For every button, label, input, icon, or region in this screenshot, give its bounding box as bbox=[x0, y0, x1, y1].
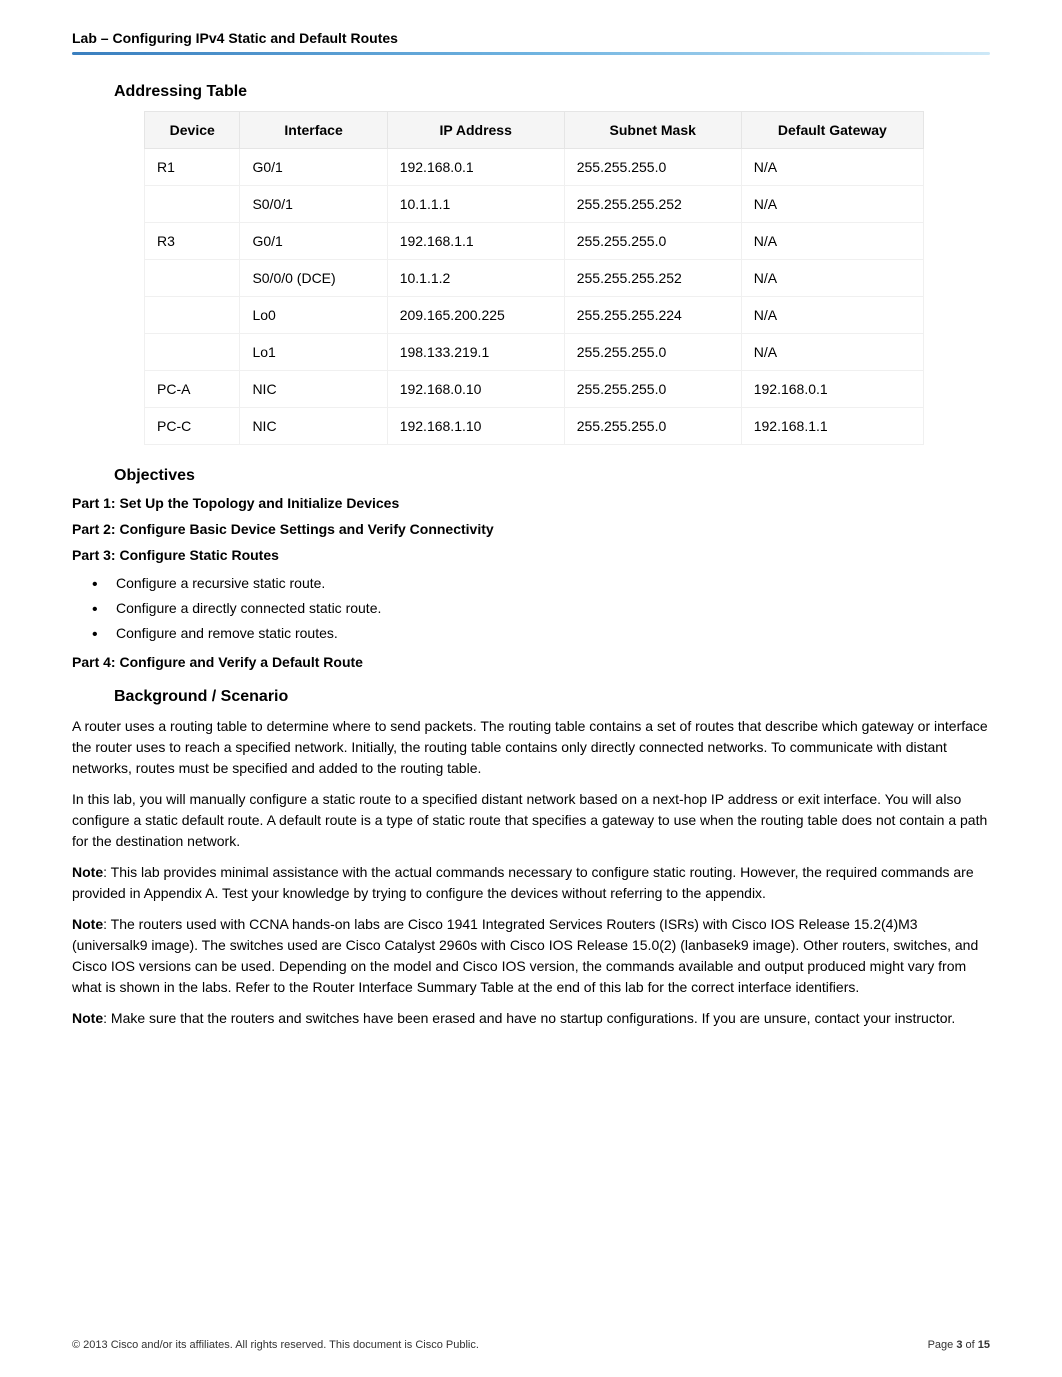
col-mask: Subnet Mask bbox=[564, 112, 741, 149]
addressing-table-heading: Addressing Table bbox=[114, 83, 990, 101]
cell-gateway: N/A bbox=[741, 297, 923, 334]
list-item: Configure a recursive static route. bbox=[92, 573, 990, 594]
cell-mask: 255.255.255.0 bbox=[564, 334, 741, 371]
col-ip: IP Address bbox=[387, 112, 564, 149]
note2-label: Note bbox=[72, 916, 103, 932]
table-header-row: Device Interface IP Address Subnet Mask … bbox=[145, 112, 924, 149]
cell-mask: 255.255.255.224 bbox=[564, 297, 741, 334]
note1-label: Note bbox=[72, 864, 103, 880]
table-row: PC-C NIC 192.168.1.10 255.255.255.0 192.… bbox=[145, 408, 924, 445]
cell-ip: 10.1.1.2 bbox=[387, 260, 564, 297]
cell-ip: 209.165.200.225 bbox=[387, 297, 564, 334]
cell-mask: 255.255.255.0 bbox=[564, 408, 741, 445]
background-heading: Background / Scenario bbox=[114, 688, 990, 706]
table-row: S0/0/1 10.1.1.1 255.255.255.252 N/A bbox=[145, 186, 924, 223]
cell-interface: S0/0/0 (DCE) bbox=[240, 260, 387, 297]
cell-ip: 10.1.1.1 bbox=[387, 186, 564, 223]
objectives-heading: Objectives bbox=[114, 467, 990, 485]
cell-gateway: N/A bbox=[741, 186, 923, 223]
cell-device: PC-C bbox=[145, 408, 240, 445]
table-row: Lo0 209.165.200.225 255.255.255.224 N/A bbox=[145, 297, 924, 334]
list-item: Configure and remove static routes. bbox=[92, 623, 990, 644]
cell-ip: 192.168.0.10 bbox=[387, 371, 564, 408]
cell-interface: Lo0 bbox=[240, 297, 387, 334]
cell-gateway: 192.168.0.1 bbox=[741, 371, 923, 408]
background-note1: Note: This lab provides minimal assistan… bbox=[72, 862, 990, 904]
footer-page-of: of bbox=[962, 1339, 977, 1351]
cell-device: R3 bbox=[145, 223, 240, 260]
part1-heading: Part 1: Set Up the Topology and Initiali… bbox=[72, 495, 990, 511]
page-footer: © 2013 Cisco and/or its affiliates. All … bbox=[72, 1339, 990, 1351]
cell-device bbox=[145, 186, 240, 223]
background-note3: Note: Make sure that the routers and swi… bbox=[72, 1008, 990, 1029]
list-item: Configure a directly connected static ro… bbox=[92, 598, 990, 619]
table-row: Lo1 198.133.219.1 255.255.255.0 N/A bbox=[145, 334, 924, 371]
table-row: R1 G0/1 192.168.0.1 255.255.255.0 N/A bbox=[145, 149, 924, 186]
cell-mask: 255.255.255.0 bbox=[564, 149, 741, 186]
table-row: S0/0/0 (DCE) 10.1.1.2 255.255.255.252 N/… bbox=[145, 260, 924, 297]
background-p2: In this lab, you will manually configure… bbox=[72, 789, 990, 852]
cell-mask: 255.255.255.252 bbox=[564, 260, 741, 297]
cell-interface: NIC bbox=[240, 371, 387, 408]
col-interface: Interface bbox=[240, 112, 387, 149]
background-p1: A router uses a routing table to determi… bbox=[72, 716, 990, 779]
col-device: Device bbox=[145, 112, 240, 149]
part3-bullets: Configure a recursive static route. Conf… bbox=[72, 573, 990, 644]
footer-copyright: © 2013 Cisco and/or its affiliates. All … bbox=[72, 1339, 479, 1351]
header-rule bbox=[72, 52, 990, 55]
cell-gateway: 192.168.1.1 bbox=[741, 408, 923, 445]
cell-interface: S0/0/1 bbox=[240, 186, 387, 223]
cell-interface: NIC bbox=[240, 408, 387, 445]
cell-gateway: N/A bbox=[741, 223, 923, 260]
cell-gateway: N/A bbox=[741, 149, 923, 186]
cell-device bbox=[145, 334, 240, 371]
cell-gateway: N/A bbox=[741, 260, 923, 297]
note3-text: : Make sure that the routers and switche… bbox=[103, 1010, 955, 1026]
footer-page-label: Page bbox=[928, 1339, 957, 1351]
part3-heading: Part 3: Configure Static Routes bbox=[72, 547, 990, 563]
cell-ip: 192.168.1.10 bbox=[387, 408, 564, 445]
part4-heading: Part 4: Configure and Verify a Default R… bbox=[72, 654, 990, 670]
footer-page: Page 3 of 15 bbox=[928, 1339, 990, 1351]
cell-device bbox=[145, 297, 240, 334]
addressing-table: Device Interface IP Address Subnet Mask … bbox=[144, 111, 924, 445]
cell-mask: 255.255.255.0 bbox=[564, 371, 741, 408]
part2-heading: Part 2: Configure Basic Device Settings … bbox=[72, 521, 990, 537]
background-note2: Note: The routers used with CCNA hands-o… bbox=[72, 914, 990, 998]
cell-mask: 255.255.255.0 bbox=[564, 223, 741, 260]
note2-text: : The routers used with CCNA hands-on la… bbox=[72, 916, 978, 995]
cell-device bbox=[145, 260, 240, 297]
cell-interface: G0/1 bbox=[240, 149, 387, 186]
cell-gateway: N/A bbox=[741, 334, 923, 371]
col-gateway: Default Gateway bbox=[741, 112, 923, 149]
cell-interface: G0/1 bbox=[240, 223, 387, 260]
page-header-title: Lab – Configuring IPv4 Static and Defaul… bbox=[72, 30, 990, 46]
note3-label: Note bbox=[72, 1010, 103, 1026]
table-row: R3 G0/1 192.168.1.1 255.255.255.0 N/A bbox=[145, 223, 924, 260]
note1-text: : This lab provides minimal assistance w… bbox=[72, 864, 974, 901]
cell-ip: 192.168.0.1 bbox=[387, 149, 564, 186]
cell-ip: 192.168.1.1 bbox=[387, 223, 564, 260]
cell-ip: 198.133.219.1 bbox=[387, 334, 564, 371]
cell-device: R1 bbox=[145, 149, 240, 186]
cell-interface: Lo1 bbox=[240, 334, 387, 371]
footer-page-total: 15 bbox=[978, 1339, 990, 1351]
cell-mask: 255.255.255.252 bbox=[564, 186, 741, 223]
table-row: PC-A NIC 192.168.0.10 255.255.255.0 192.… bbox=[145, 371, 924, 408]
cell-device: PC-A bbox=[145, 371, 240, 408]
